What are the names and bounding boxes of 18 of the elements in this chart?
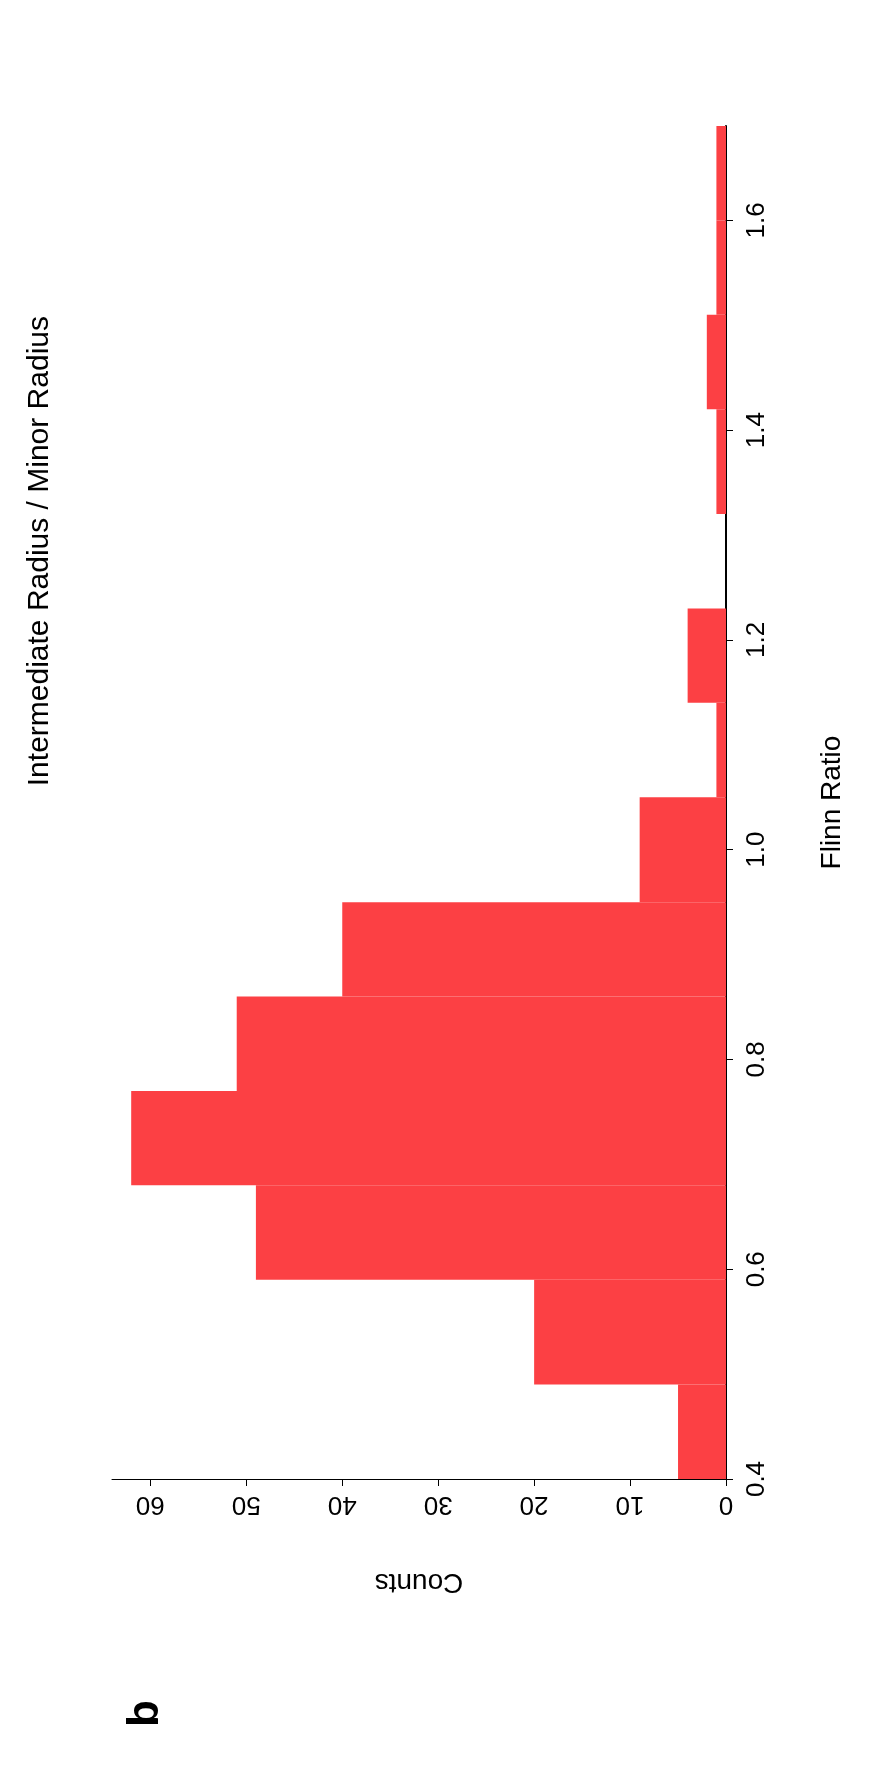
- y-tick-label: 0.4: [740, 1460, 770, 1498]
- x-axis-title: Counts: [374, 1567, 464, 1599]
- y-tick-label: 0.6: [740, 1251, 770, 1288]
- x-tick-label: 20: [519, 1491, 549, 1521]
- text: b: [117, 1699, 167, 1727]
- y-tick-label: 0.8: [740, 1041, 770, 1078]
- x-tick-label: 10: [615, 1491, 645, 1521]
- x-tick-label: 40: [327, 1491, 357, 1521]
- y-tick-label: 1.2: [740, 621, 770, 659]
- x-tick-label: 50: [231, 1491, 261, 1521]
- y-tick-label: 1.4: [740, 412, 770, 449]
- x-tick-label: 30: [423, 1491, 453, 1521]
- x-tick-label: 60: [135, 1491, 165, 1521]
- text: Intermediate Radius / Minor Radius: [20, 316, 54, 787]
- y-tick-label: 1.0: [740, 831, 770, 868]
- y-axis-title: Flinn Ratio: [814, 735, 846, 870]
- x-tick-label: 0: [718, 1491, 734, 1521]
- y-tick-label: 1.6: [740, 202, 770, 239]
